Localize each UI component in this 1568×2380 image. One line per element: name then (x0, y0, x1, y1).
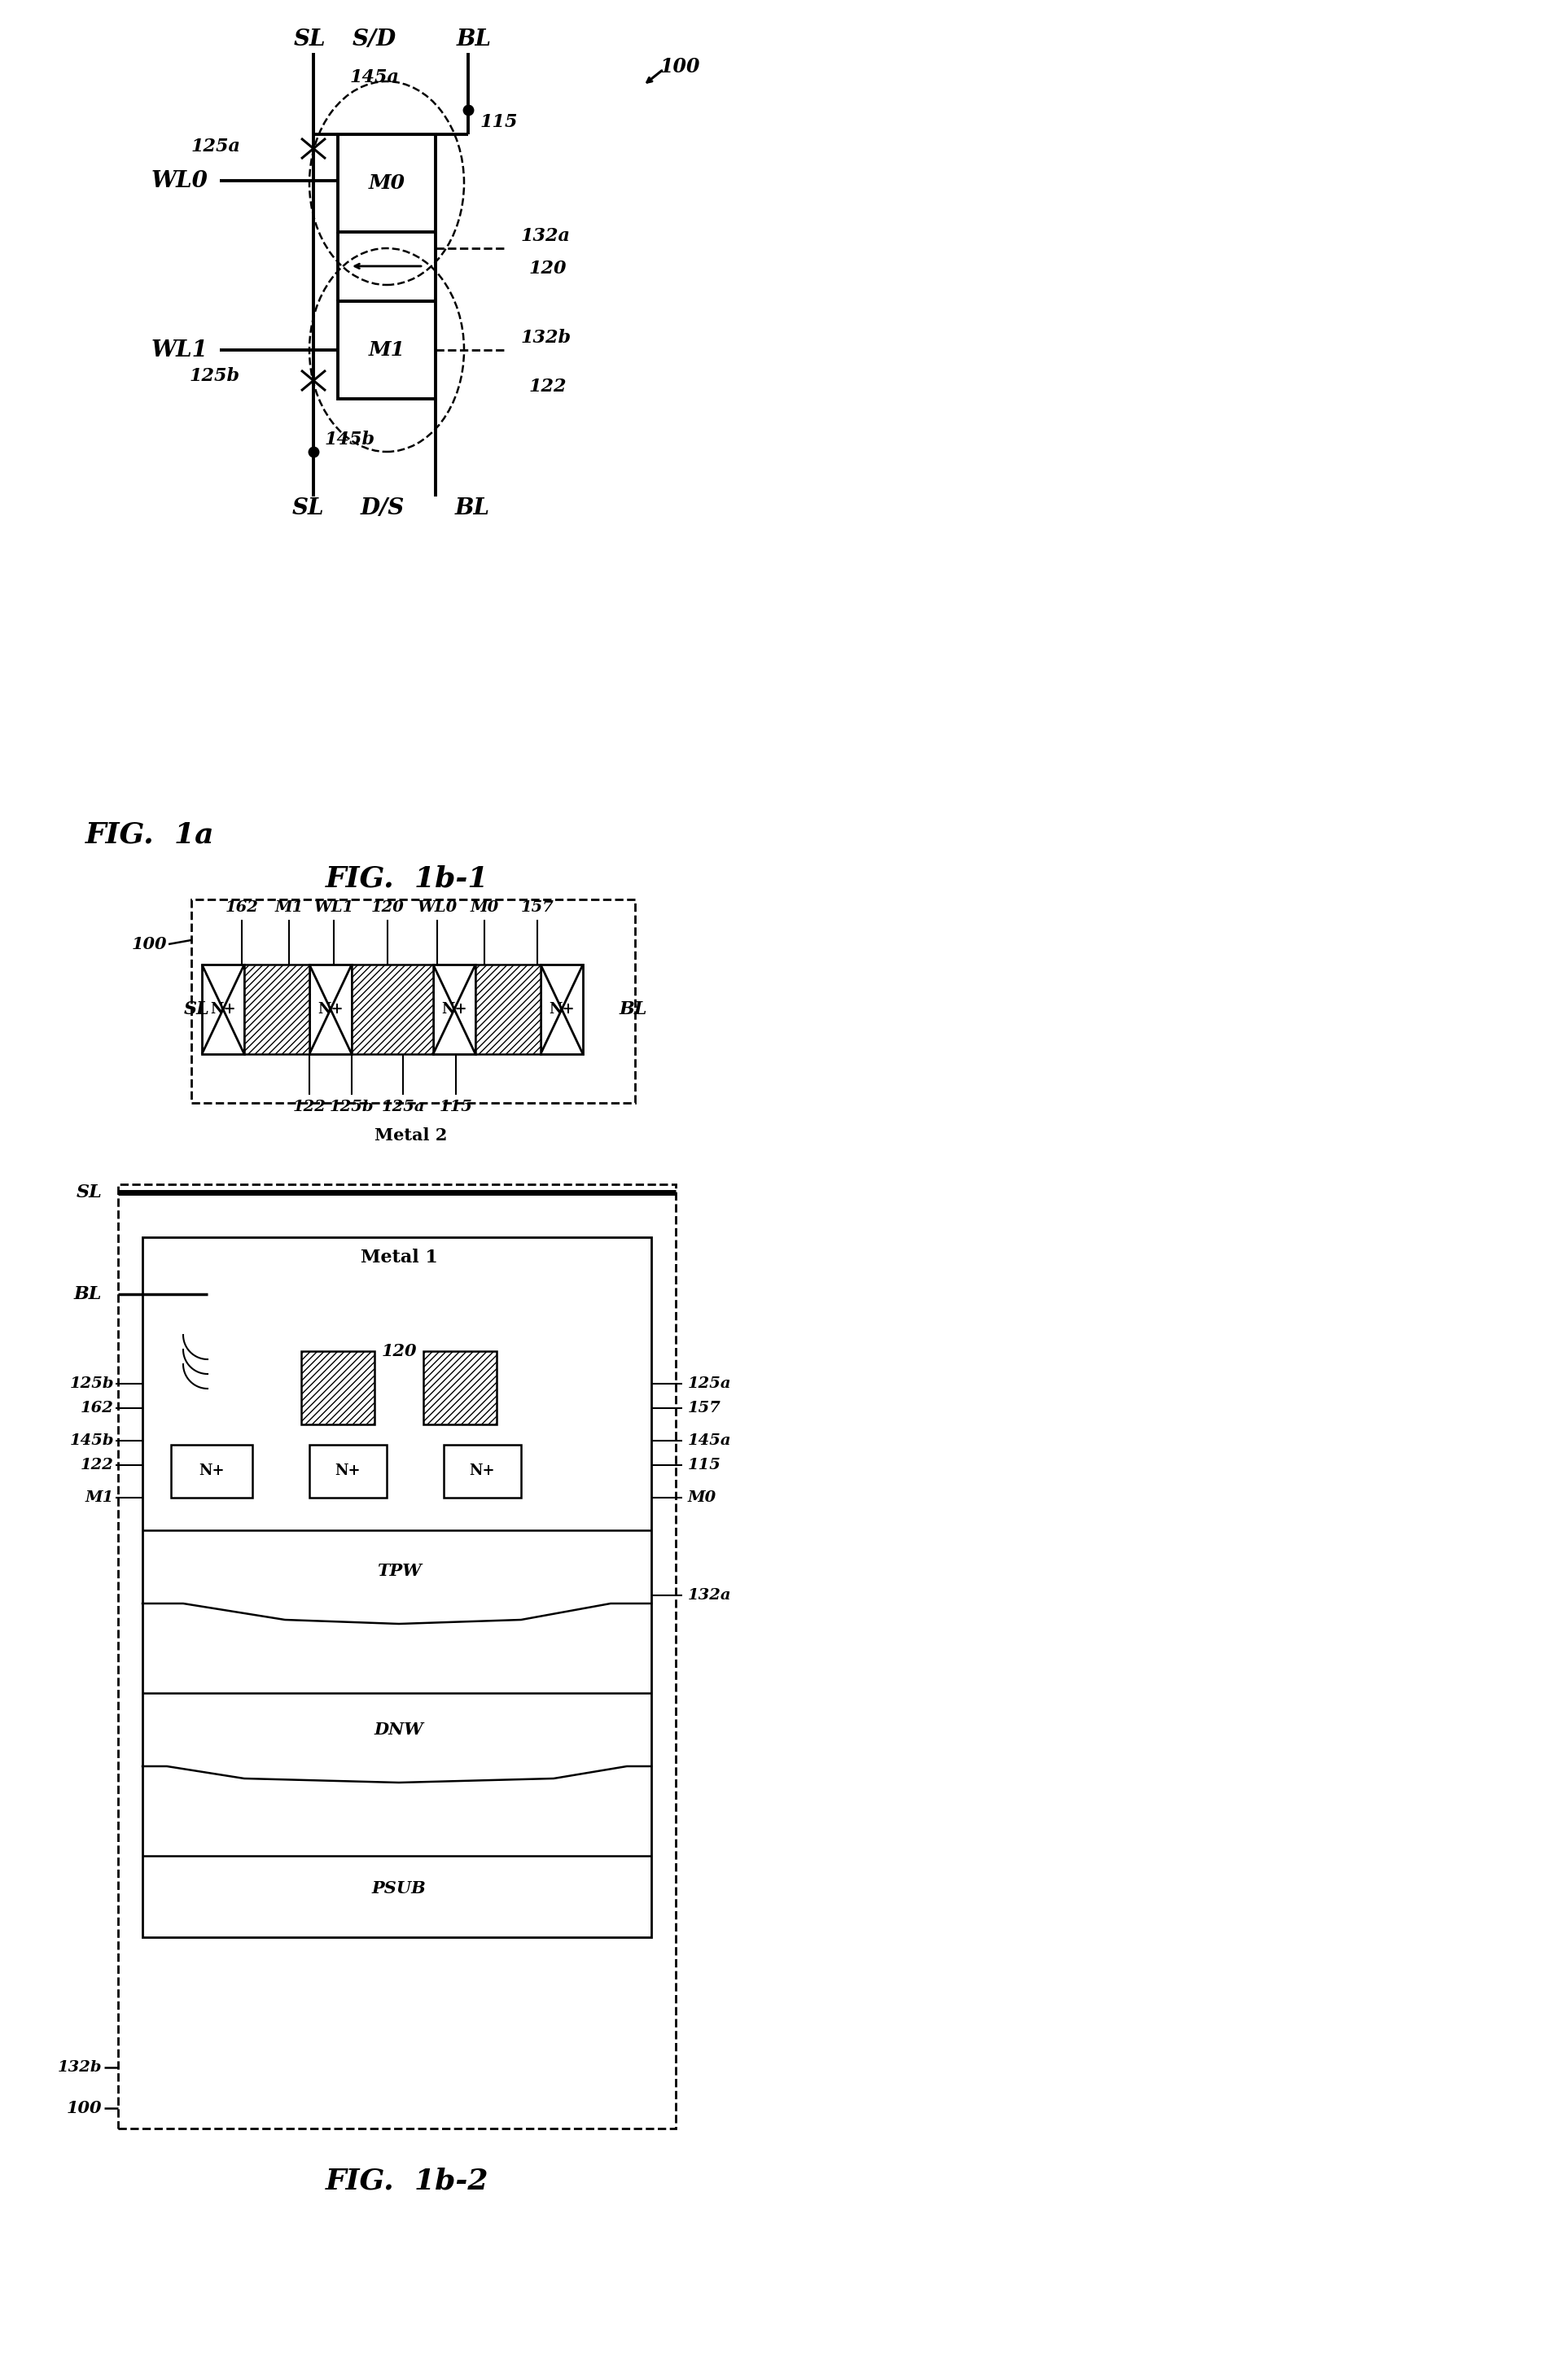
Text: 162: 162 (226, 900, 259, 914)
Text: 132a: 132a (688, 1587, 732, 1602)
Bar (444, 1445, 521, 1497)
Bar (541, 964, 583, 1054)
Text: BL: BL (455, 497, 489, 519)
Text: Metal 2: Metal 2 (375, 1128, 447, 1145)
Bar (245, 964, 309, 1054)
Bar (423, 1352, 497, 1423)
Text: N+: N+ (336, 1464, 361, 1478)
Text: 120: 120 (528, 259, 568, 278)
Bar (143, 1238, 651, 1937)
Text: Metal 1: Metal 1 (361, 1250, 437, 1266)
Text: S/D: S/D (353, 29, 397, 50)
Text: WL0: WL0 (417, 900, 458, 914)
Text: 125b: 125b (329, 1100, 373, 1114)
Bar (475, 964, 541, 1054)
Text: 100: 100 (660, 57, 699, 76)
Bar (202, 964, 245, 1054)
Text: SL: SL (293, 29, 326, 50)
Text: FIG.  1a: FIG. 1a (86, 821, 215, 847)
Text: 122: 122 (528, 378, 568, 395)
Text: M0: M0 (470, 900, 499, 914)
Bar (309, 1445, 387, 1497)
Bar (433, 964, 475, 1054)
Text: 145a: 145a (350, 69, 400, 86)
Text: 122: 122 (293, 1100, 326, 1114)
Bar (351, 964, 433, 1054)
Text: SL: SL (183, 1000, 210, 1019)
Text: 162: 162 (80, 1402, 114, 1416)
Text: 157: 157 (521, 900, 554, 914)
Text: 145b: 145b (325, 431, 375, 447)
Text: M0: M0 (688, 1490, 717, 1504)
Text: N+: N+ (549, 1002, 574, 1016)
Text: 125a: 125a (381, 1100, 425, 1114)
Text: M1: M1 (368, 340, 405, 359)
Text: BL: BL (456, 29, 491, 50)
Text: SL: SL (75, 1183, 102, 1202)
Text: 125a: 125a (688, 1376, 732, 1390)
Text: 145a: 145a (688, 1433, 732, 1447)
Text: 157: 157 (688, 1402, 721, 1416)
Text: M1: M1 (85, 1490, 114, 1504)
Text: N+: N+ (210, 1002, 235, 1016)
Text: D/S: D/S (361, 497, 405, 519)
Text: PSUB: PSUB (372, 1880, 426, 1897)
Text: DNW: DNW (375, 1721, 423, 1737)
Text: WL1: WL1 (151, 338, 207, 362)
Text: FIG.  1b-1: FIG. 1b-1 (326, 866, 489, 892)
Text: 100: 100 (132, 935, 166, 952)
Bar (118, 1185, 676, 2128)
Text: 132b: 132b (521, 328, 571, 347)
Text: 125a: 125a (191, 138, 240, 155)
Text: N+: N+ (442, 1002, 467, 1016)
Text: N+: N+ (469, 1464, 495, 1478)
Text: 125b: 125b (190, 367, 240, 386)
Text: 120: 120 (381, 1342, 417, 1359)
Text: M1: M1 (274, 900, 303, 914)
Text: 115: 115 (439, 1100, 472, 1114)
Text: BL: BL (74, 1285, 102, 1304)
Text: 125b: 125b (69, 1376, 114, 1390)
Bar (337, 302, 436, 400)
Text: BL: BL (619, 1000, 648, 1019)
Bar (171, 1445, 252, 1497)
Text: 100: 100 (66, 2099, 102, 2116)
Text: 122: 122 (80, 1459, 114, 1473)
Text: 132a: 132a (521, 226, 571, 245)
Bar (309, 964, 351, 1054)
Text: SL: SL (292, 497, 325, 519)
Bar (191, 900, 635, 1102)
Text: TPW: TPW (376, 1564, 422, 1578)
Text: M0: M0 (368, 174, 405, 193)
Text: FIG.  1b-2: FIG. 1b-2 (326, 2168, 489, 2194)
Bar (301, 1352, 375, 1423)
Bar (337, 133, 436, 231)
Text: N+: N+ (199, 1464, 224, 1478)
Text: 120: 120 (372, 900, 405, 914)
Text: WL1: WL1 (314, 900, 354, 914)
Text: 115: 115 (688, 1459, 721, 1473)
Text: 132b: 132b (58, 2061, 102, 2075)
Text: N+: N+ (318, 1002, 343, 1016)
Text: 115: 115 (480, 114, 517, 131)
Text: WL0: WL0 (151, 169, 207, 193)
Text: 145b: 145b (69, 1433, 114, 1447)
